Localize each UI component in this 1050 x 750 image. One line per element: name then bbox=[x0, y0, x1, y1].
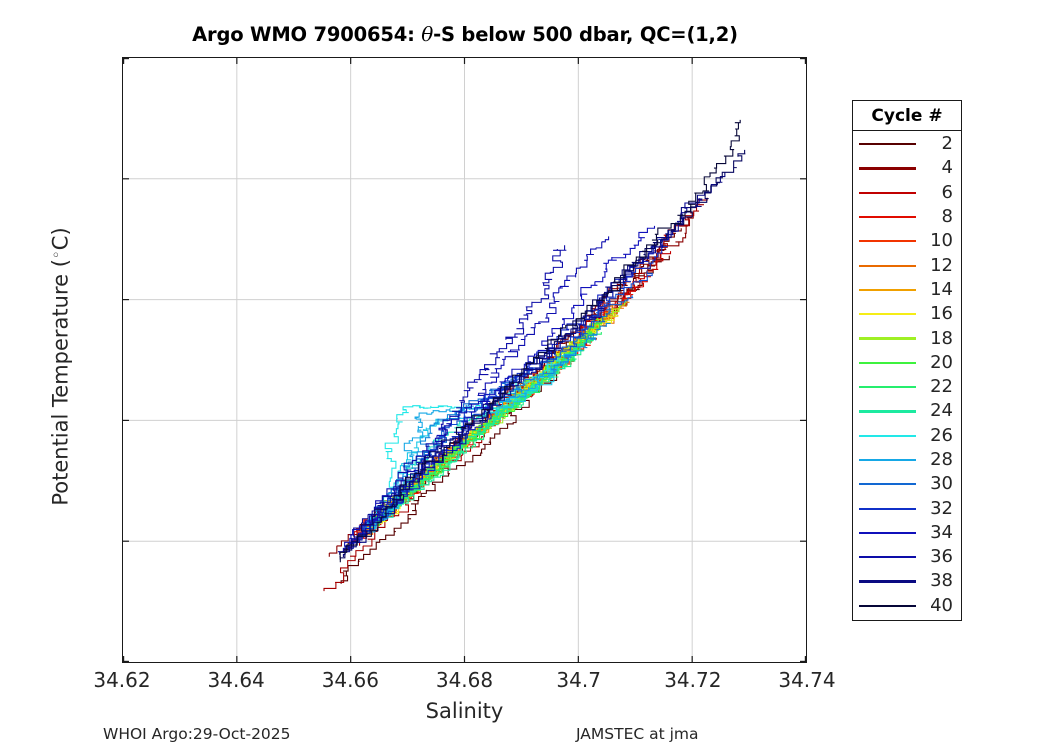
legend-item[interactable]: 18 bbox=[853, 326, 961, 350]
legend-item-label: 20 bbox=[930, 351, 953, 373]
legend-entries: 2 4 6 8 10 12 14 16 18 20 22 24 26 28 30 32 34 36 38 40 bbox=[853, 131, 961, 618]
x-tick-label: 34.66 bbox=[321, 668, 379, 692]
legend-color-swatch bbox=[859, 434, 916, 437]
legend-color-swatch bbox=[859, 313, 916, 316]
legend-item[interactable]: 22 bbox=[853, 375, 961, 399]
legend-item-label: 36 bbox=[930, 546, 953, 568]
legend-title: Cycle # bbox=[853, 101, 961, 131]
data-series-line bbox=[339, 119, 741, 563]
legend-item[interactable]: 16 bbox=[853, 302, 961, 326]
legend-item-label: 38 bbox=[930, 570, 953, 592]
legend-item-label: 18 bbox=[930, 327, 953, 349]
legend-color-swatch bbox=[859, 288, 916, 292]
legend-color-swatch bbox=[859, 264, 916, 267]
gridlines bbox=[123, 58, 806, 662]
theta-s-scatter-lines bbox=[123, 58, 806, 662]
x-axis-title: Salinity bbox=[425, 699, 504, 723]
legend-color-swatch bbox=[859, 361, 916, 364]
legend-item[interactable]: 14 bbox=[853, 278, 961, 302]
title-theta-symbol: θ bbox=[421, 22, 434, 46]
x-tick-label: 34.72 bbox=[664, 668, 722, 692]
x-tick-label: 34.64 bbox=[207, 668, 265, 692]
legend-color-swatch bbox=[859, 240, 916, 243]
legend-item-label: 14 bbox=[930, 278, 953, 300]
degree-symbol: ◦ bbox=[47, 250, 66, 260]
data-series-line bbox=[344, 225, 656, 548]
legend-item-label: 12 bbox=[930, 254, 953, 276]
legend-item-label: 16 bbox=[930, 303, 953, 325]
legend-item[interactable]: 28 bbox=[853, 448, 961, 472]
legend-item[interactable]: 6 bbox=[853, 181, 961, 205]
legend-color-swatch bbox=[859, 386, 916, 389]
legend-item-label: 2 bbox=[941, 133, 953, 155]
legend-color-swatch bbox=[859, 580, 916, 583]
legend-item-label: 28 bbox=[930, 449, 953, 470]
legend-item[interactable]: 2 bbox=[853, 132, 961, 156]
footer-right-credit: JAMSTEC at jma bbox=[576, 725, 699, 743]
legend-color-swatch bbox=[859, 556, 916, 559]
legend-item-label: 40 bbox=[930, 594, 953, 616]
legend-item[interactable]: 36 bbox=[853, 545, 961, 569]
x-tick-label: 34.74 bbox=[778, 668, 836, 692]
title-prefix: Argo WMO 7900654: bbox=[192, 23, 422, 46]
legend-item[interactable]: 4 bbox=[853, 156, 961, 180]
legend-color-swatch bbox=[859, 410, 916, 413]
legend-color-swatch bbox=[859, 604, 916, 607]
legend-item[interactable]: 24 bbox=[853, 399, 961, 423]
plot-area bbox=[122, 57, 807, 663]
y-axis-title: Potential Temperature (◦C) bbox=[47, 227, 73, 506]
legend-item[interactable]: 8 bbox=[853, 205, 961, 229]
legend-item[interactable]: 20 bbox=[853, 351, 961, 375]
legend-item-label: 26 bbox=[930, 424, 953, 446]
legend-item-label: 8 bbox=[941, 206, 953, 228]
legend-item-label: 4 bbox=[941, 157, 953, 179]
legend-item[interactable]: 10 bbox=[853, 229, 961, 253]
page-title: Argo WMO 7900654: θ-S below 500 dbar, QC… bbox=[122, 22, 808, 46]
data-series-line bbox=[383, 343, 584, 521]
legend-item[interactable]: 30 bbox=[853, 472, 961, 496]
legend-item[interactable]: 34 bbox=[853, 521, 961, 545]
data-series-line bbox=[337, 198, 703, 555]
legend-color-swatch bbox=[859, 507, 916, 510]
legend-color-swatch bbox=[859, 143, 916, 146]
legend-item[interactable]: 38 bbox=[853, 569, 961, 593]
x-tick-label: 34.68 bbox=[435, 668, 494, 692]
tick-marks bbox=[123, 58, 806, 662]
legend-item[interactable]: 26 bbox=[853, 424, 961, 448]
legend-item-label: 10 bbox=[930, 230, 953, 252]
legend-item[interactable]: 12 bbox=[853, 253, 961, 277]
footer-left-credit: WHOI Argo:29-Oct-2025 bbox=[103, 725, 291, 743]
legend-color-swatch bbox=[859, 191, 916, 194]
legend-item-label: 24 bbox=[930, 400, 953, 422]
legend-item-label: 30 bbox=[930, 473, 953, 495]
legend: Cycle # 2 4 6 8 10 12 14 16 18 20 22 24 26 28 30 32 34 36… bbox=[852, 100, 962, 621]
legend-item[interactable]: 32 bbox=[853, 496, 961, 520]
data-series-group bbox=[323, 119, 746, 592]
legend-item-label: 34 bbox=[930, 521, 953, 543]
legend-color-swatch bbox=[859, 167, 916, 170]
x-tick-label: 34.62 bbox=[93, 668, 151, 692]
legend-color-swatch bbox=[859, 337, 916, 340]
legend-item-label: 6 bbox=[941, 181, 953, 203]
legend-color-swatch bbox=[859, 531, 916, 534]
title-suffix: -S below 500 dbar, QC=(1,2) bbox=[433, 23, 738, 46]
data-series-line bbox=[339, 149, 746, 560]
legend-item[interactable]: 40 bbox=[853, 594, 961, 618]
legend-item-label: 32 bbox=[930, 497, 953, 519]
legend-item-label: 22 bbox=[930, 376, 953, 398]
legend-color-swatch bbox=[859, 215, 916, 219]
legend-color-swatch bbox=[859, 483, 916, 486]
x-tick-label: 34.7 bbox=[556, 668, 601, 692]
legend-color-swatch bbox=[859, 458, 916, 462]
